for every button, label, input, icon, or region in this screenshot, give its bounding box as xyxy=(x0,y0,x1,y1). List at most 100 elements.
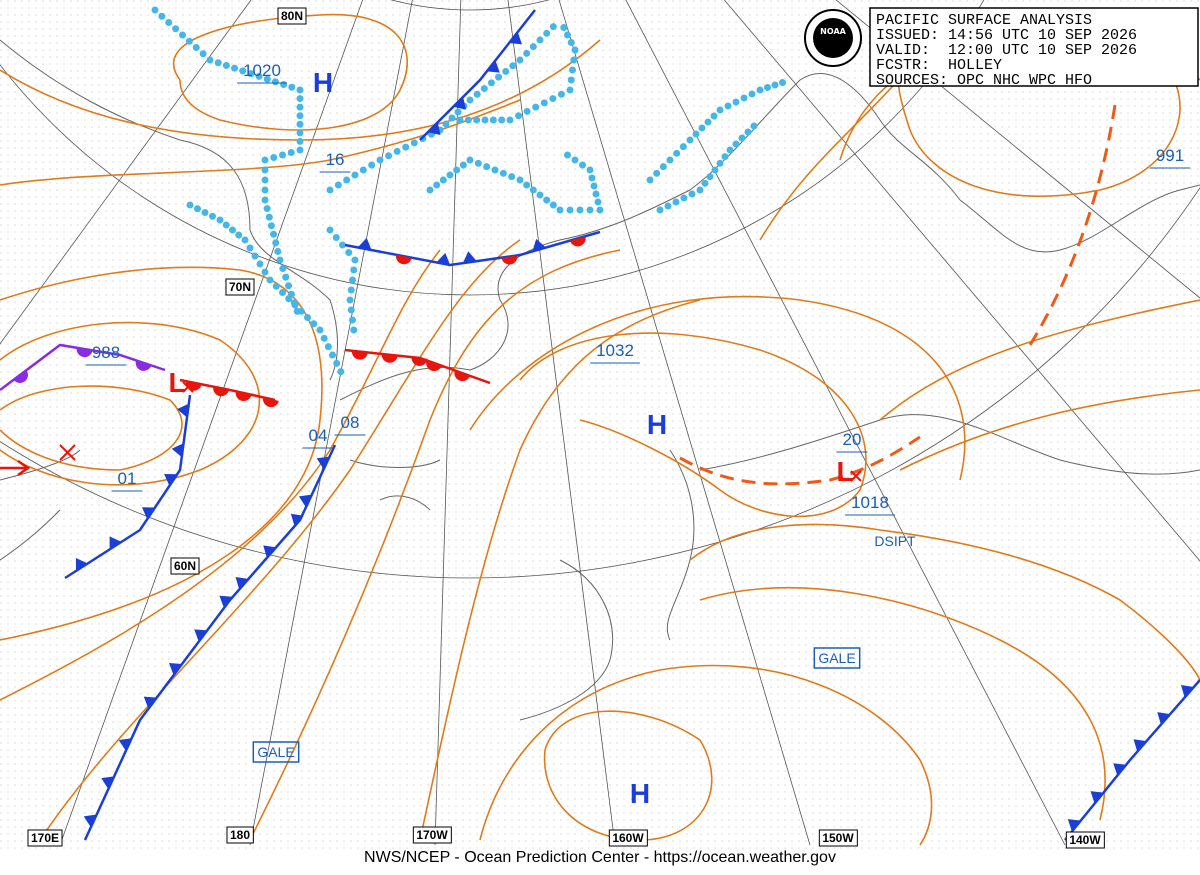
noaa-logo-text: NOAA xyxy=(820,27,846,36)
cyan-dot xyxy=(326,226,334,234)
annotation: GALE xyxy=(257,744,294,760)
cyan-dot xyxy=(350,266,358,274)
isobar xyxy=(699,587,1106,821)
annotation: GALE xyxy=(818,650,855,666)
cyan-dot xyxy=(592,190,600,198)
cyan-dot xyxy=(495,73,503,81)
cyan-dot xyxy=(285,295,293,303)
cyan-dot xyxy=(653,169,661,177)
cyan-dot xyxy=(756,86,764,94)
isobar xyxy=(0,249,441,701)
cyan-dot xyxy=(529,186,537,194)
cyan-dot xyxy=(209,212,216,220)
cyan-dot xyxy=(186,201,194,209)
cyan-dot xyxy=(272,282,280,290)
cyan-dot xyxy=(740,94,748,102)
isobar-label: 16 xyxy=(326,150,345,169)
graticule-box xyxy=(608,829,648,847)
meridian xyxy=(0,0,252,345)
cyan-dot xyxy=(349,276,356,284)
cyan-dot xyxy=(567,76,575,84)
cyan-dot xyxy=(368,161,376,169)
isobar xyxy=(172,13,408,131)
cyan-dot xyxy=(459,161,467,169)
front-triangle xyxy=(298,494,312,508)
header-line: PACIFIC SURFACE ANALYSIS xyxy=(876,12,1092,29)
cyan-dot xyxy=(270,154,278,161)
cyan-dot xyxy=(680,194,688,202)
cyan-dot xyxy=(692,130,700,138)
cyan-dot xyxy=(502,67,510,75)
cyan-dot xyxy=(410,139,418,147)
cyan-dot xyxy=(320,334,328,342)
cyan-dot xyxy=(586,206,594,214)
front-semicircle xyxy=(501,255,518,265)
cyan-dot xyxy=(349,316,356,324)
front xyxy=(1064,679,1200,841)
cyan-dot xyxy=(569,66,576,74)
cyan-dot xyxy=(549,201,557,209)
cyan-dot xyxy=(199,50,207,58)
header-box xyxy=(869,7,1199,87)
cyan-dot xyxy=(385,152,393,160)
cyan-dot xyxy=(333,359,341,367)
header-line: SOURCES: OPC NHC WPC HFO xyxy=(876,72,1092,89)
cyan-dot xyxy=(158,12,166,20)
cyan-dot xyxy=(721,153,729,161)
front-triangle xyxy=(509,32,523,45)
cyan-dot xyxy=(549,23,557,31)
cyan-dot xyxy=(453,166,461,174)
isobar xyxy=(879,299,1200,421)
front-triangle xyxy=(101,776,115,790)
cyan-dot xyxy=(256,260,264,268)
cyan-dot xyxy=(251,252,259,260)
cyan-dot xyxy=(686,136,694,144)
cyan-dot xyxy=(192,44,200,51)
isobar xyxy=(469,295,966,481)
front-triangle xyxy=(486,60,500,73)
front-triangle xyxy=(219,595,233,608)
front-semicircle xyxy=(135,360,152,371)
cyan-dot xyxy=(586,166,594,174)
cyan-dot xyxy=(466,156,474,164)
front-triangle xyxy=(169,663,182,676)
isobar-label: 991 xyxy=(1156,146,1184,165)
front-semicircle xyxy=(13,370,28,383)
cyan-dot xyxy=(337,368,345,376)
isobar xyxy=(419,299,701,841)
cyan-dot xyxy=(266,276,274,284)
front-triangle xyxy=(316,456,330,470)
coastline xyxy=(959,184,1200,253)
cyan-dot xyxy=(473,116,481,124)
cyan-dot xyxy=(267,222,275,230)
graticule-label: 180 xyxy=(230,828,250,842)
cyan-dot xyxy=(347,306,355,314)
front-triangle xyxy=(263,545,277,558)
front-triangle xyxy=(290,513,304,527)
cyan-dot xyxy=(351,256,359,264)
cyan-dot xyxy=(448,114,456,122)
noaa-logo-inner xyxy=(813,18,853,58)
header-line: ISSUED: 14:56 UTC 10 SEP 2026 xyxy=(876,27,1137,44)
front-triangle xyxy=(118,738,132,751)
front-triangle xyxy=(462,251,477,264)
isobar-label: 08 xyxy=(341,413,360,432)
cyan-dot xyxy=(570,56,578,64)
front-triangle xyxy=(235,576,249,590)
cyan-dot xyxy=(732,140,740,148)
graticule-box xyxy=(412,826,452,844)
cyan-dot xyxy=(239,67,247,75)
front-triangle xyxy=(436,252,451,266)
cyan-dot xyxy=(261,176,269,184)
front-semicircle xyxy=(395,254,412,265)
cyan-dot xyxy=(165,19,173,26)
cyan-dot xyxy=(287,149,295,156)
header-line: VALID: 12:00 UTC 10 SEP 2026 xyxy=(876,42,1137,59)
trough xyxy=(1028,104,1117,346)
isobar xyxy=(249,249,621,841)
parallel xyxy=(0,0,985,296)
cyan-dot xyxy=(194,205,201,213)
graticule-box xyxy=(277,7,307,25)
cyan-dot xyxy=(473,90,481,98)
cyan-dot xyxy=(279,289,286,296)
